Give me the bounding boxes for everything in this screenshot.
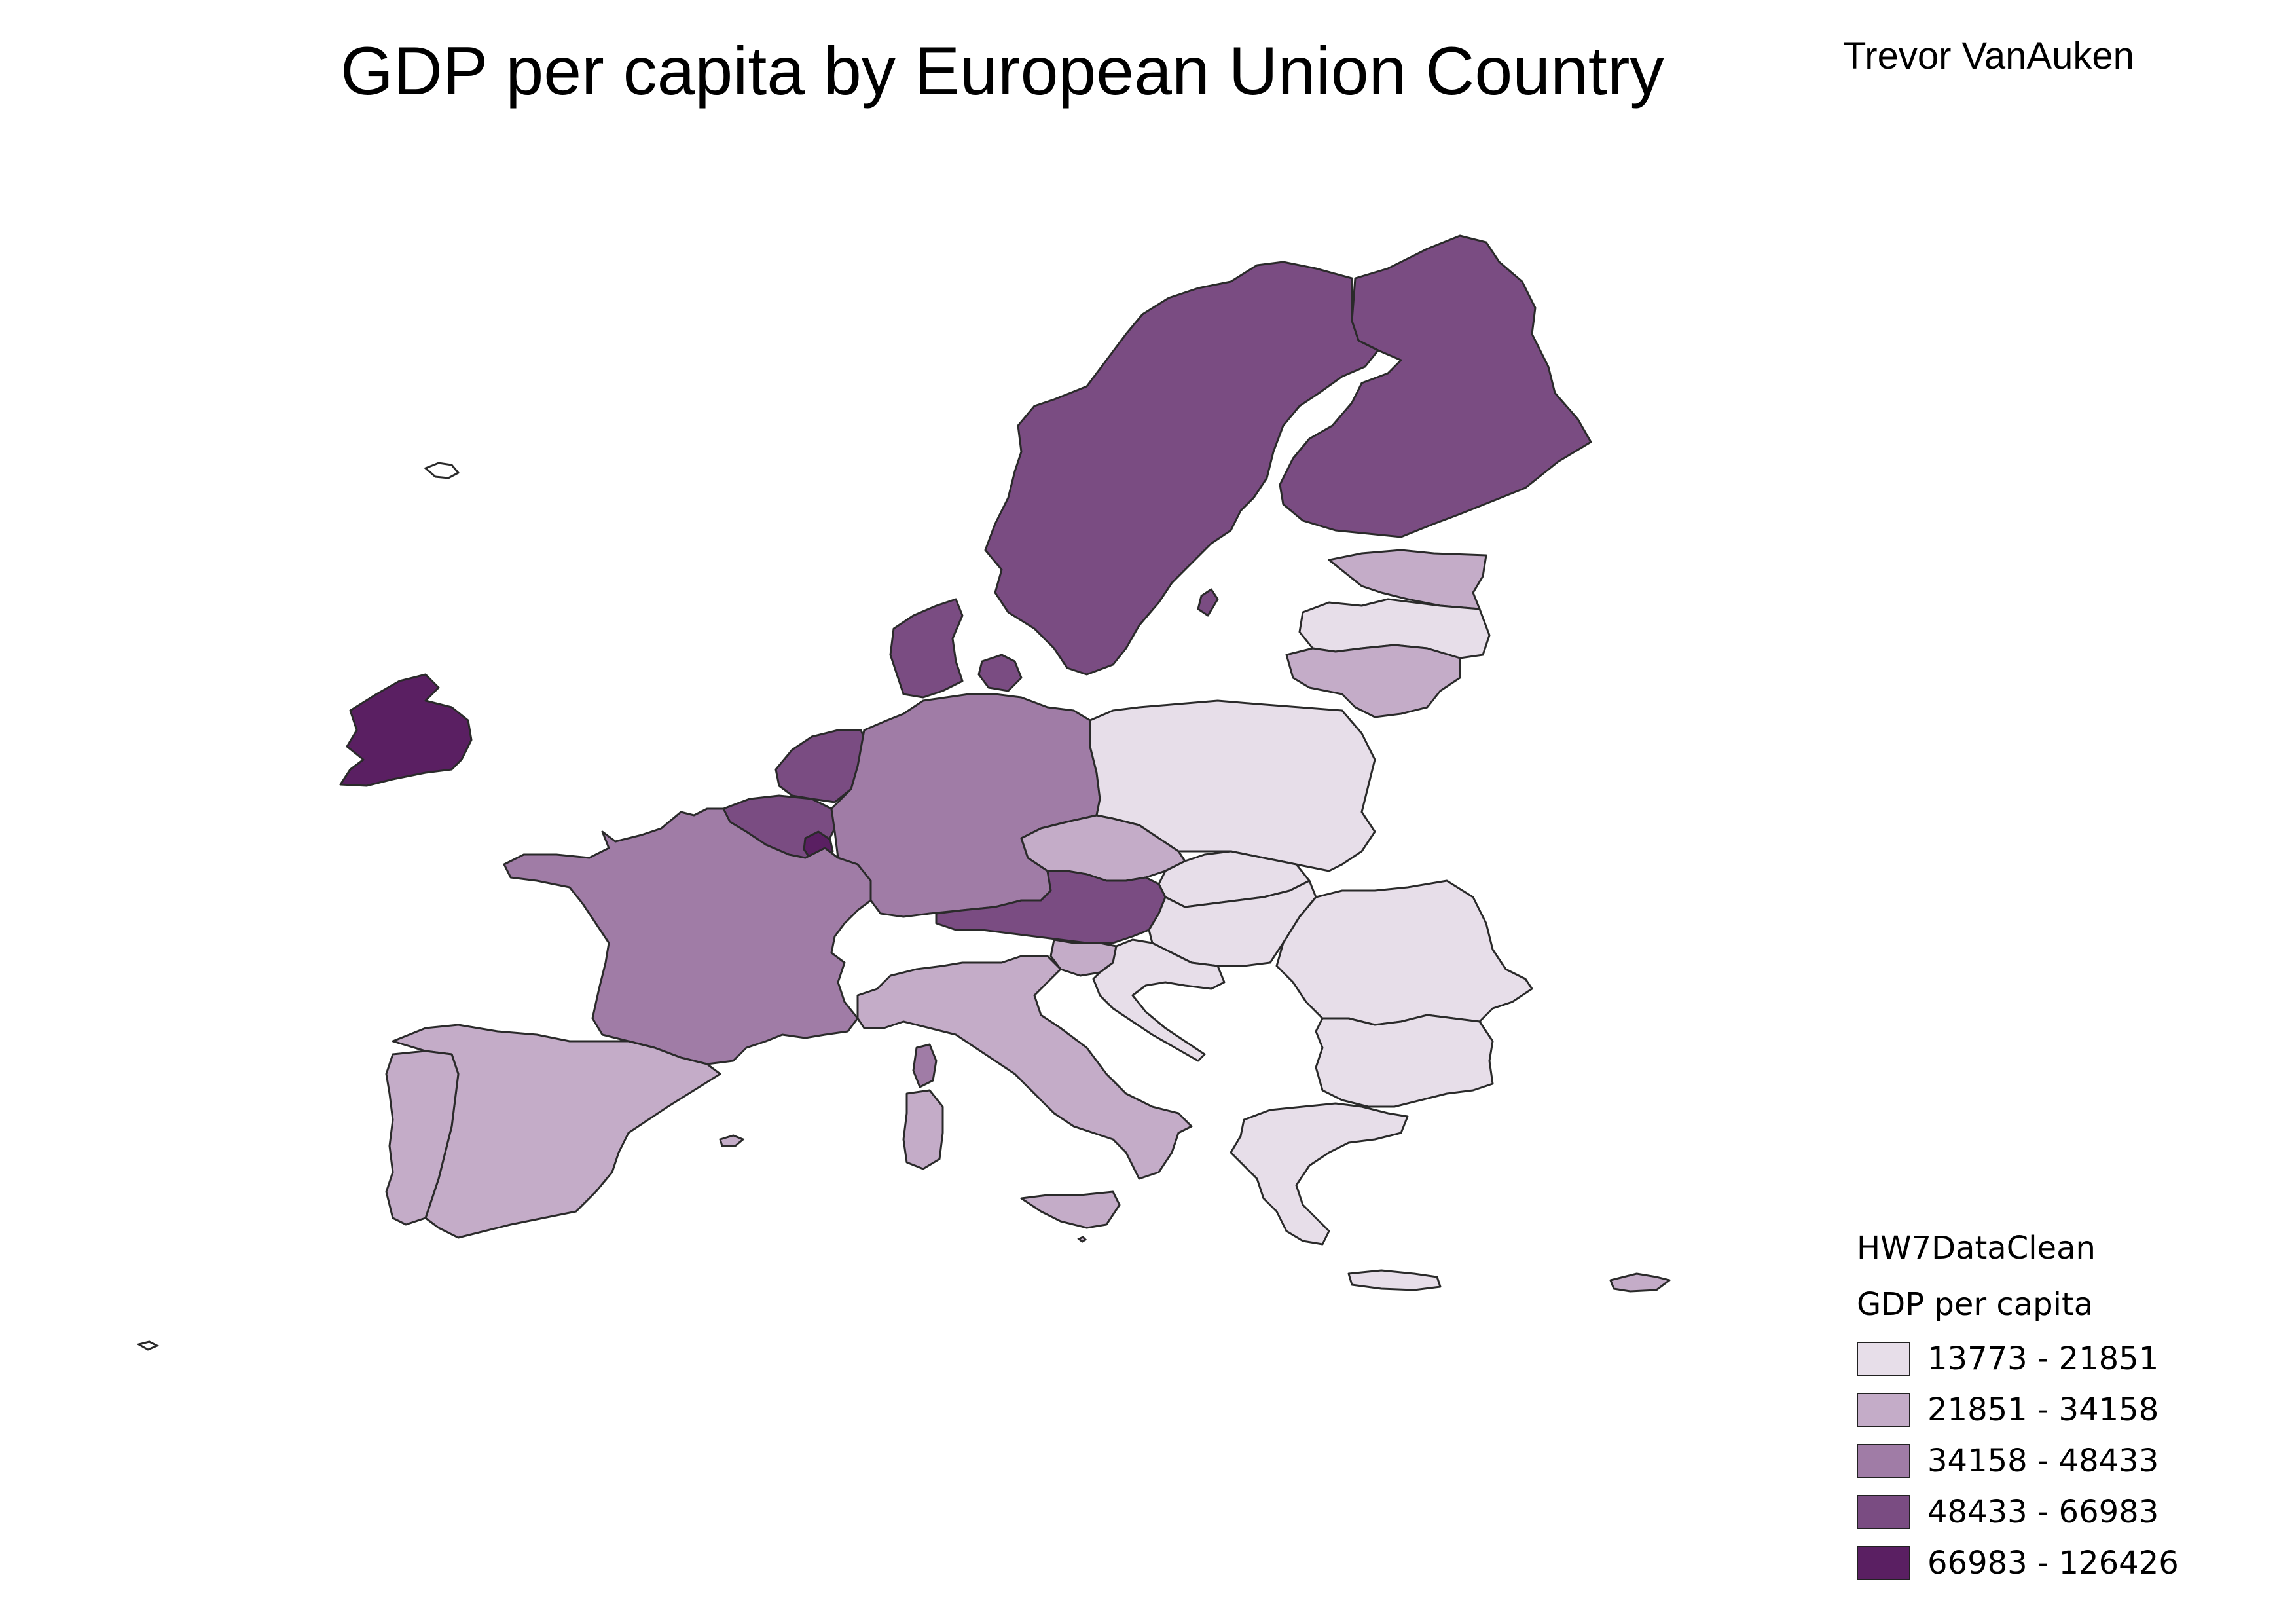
legend-swatch bbox=[1857, 1393, 1910, 1427]
legend-class: 48433 - 66983 bbox=[1857, 1486, 2223, 1538]
legend-class: 66983 - 126426 bbox=[1857, 1538, 2223, 1589]
legend-class: 21851 - 34158 bbox=[1857, 1384, 2223, 1435]
legend-class-label: 21851 - 34158 bbox=[1927, 1392, 2159, 1428]
region-croatia bbox=[1092, 938, 1226, 1062]
region-bulgaria bbox=[1315, 1014, 1494, 1108]
region-portugal bbox=[385, 1050, 460, 1226]
region-estonia bbox=[1328, 549, 1487, 610]
islet-atlantic-south bbox=[136, 1340, 160, 1351]
islet-balearic bbox=[719, 1134, 745, 1147]
legend-class-label: 34158 - 48433 bbox=[1927, 1443, 2159, 1479]
region-italy-sardinia bbox=[902, 1089, 944, 1170]
legend-class-label: 48433 - 66983 bbox=[1927, 1494, 2159, 1530]
legend-class-label: 13773 - 21851 bbox=[1927, 1340, 2159, 1377]
legend-field-name: GDP per capita bbox=[1857, 1286, 2094, 1323]
region-denmark-zealand bbox=[977, 654, 1023, 692]
region-cyprus bbox=[1609, 1272, 1671, 1293]
legend-classes: 13773 - 21851 21851 - 34158 34158 - 4843… bbox=[1857, 1333, 2223, 1589]
legend-swatch bbox=[1857, 1444, 1910, 1478]
region-greece-crete bbox=[1347, 1269, 1442, 1291]
region-finland bbox=[1279, 234, 1592, 538]
legend-class: 13773 - 21851 bbox=[1857, 1333, 2223, 1384]
region-malta bbox=[1077, 1236, 1087, 1243]
region-france-corsica bbox=[912, 1043, 938, 1088]
legend-class-label: 66983 - 126426 bbox=[1927, 1545, 2179, 1581]
region-sweden-gotland bbox=[1197, 588, 1219, 617]
islet-north-atlantic bbox=[424, 462, 460, 479]
region-sweden bbox=[984, 261, 1379, 676]
legend-layer-name: HW7DataClean bbox=[1857, 1230, 2096, 1266]
map-title: GDP per capita by European Union Country bbox=[340, 33, 1664, 109]
legend-swatch bbox=[1857, 1546, 1910, 1580]
region-ireland bbox=[339, 673, 473, 787]
region-italy-sicily bbox=[1020, 1190, 1121, 1229]
legend-class: 34158 - 48433 bbox=[1857, 1435, 2223, 1486]
region-italy bbox=[856, 955, 1193, 1180]
region-romania bbox=[1275, 879, 1533, 1026]
legend-swatch bbox=[1857, 1342, 1910, 1376]
region-denmark bbox=[889, 598, 964, 699]
legend-swatch bbox=[1857, 1495, 1910, 1529]
region-lithuania bbox=[1285, 644, 1461, 718]
map-legend: HW7DataClean GDP per capita 13773 - 2185… bbox=[1857, 1230, 2223, 1589]
author-name: Trevor VanAuken bbox=[1843, 35, 2134, 77]
region-greece bbox=[1230, 1102, 1409, 1246]
region-austria bbox=[935, 870, 1167, 944]
